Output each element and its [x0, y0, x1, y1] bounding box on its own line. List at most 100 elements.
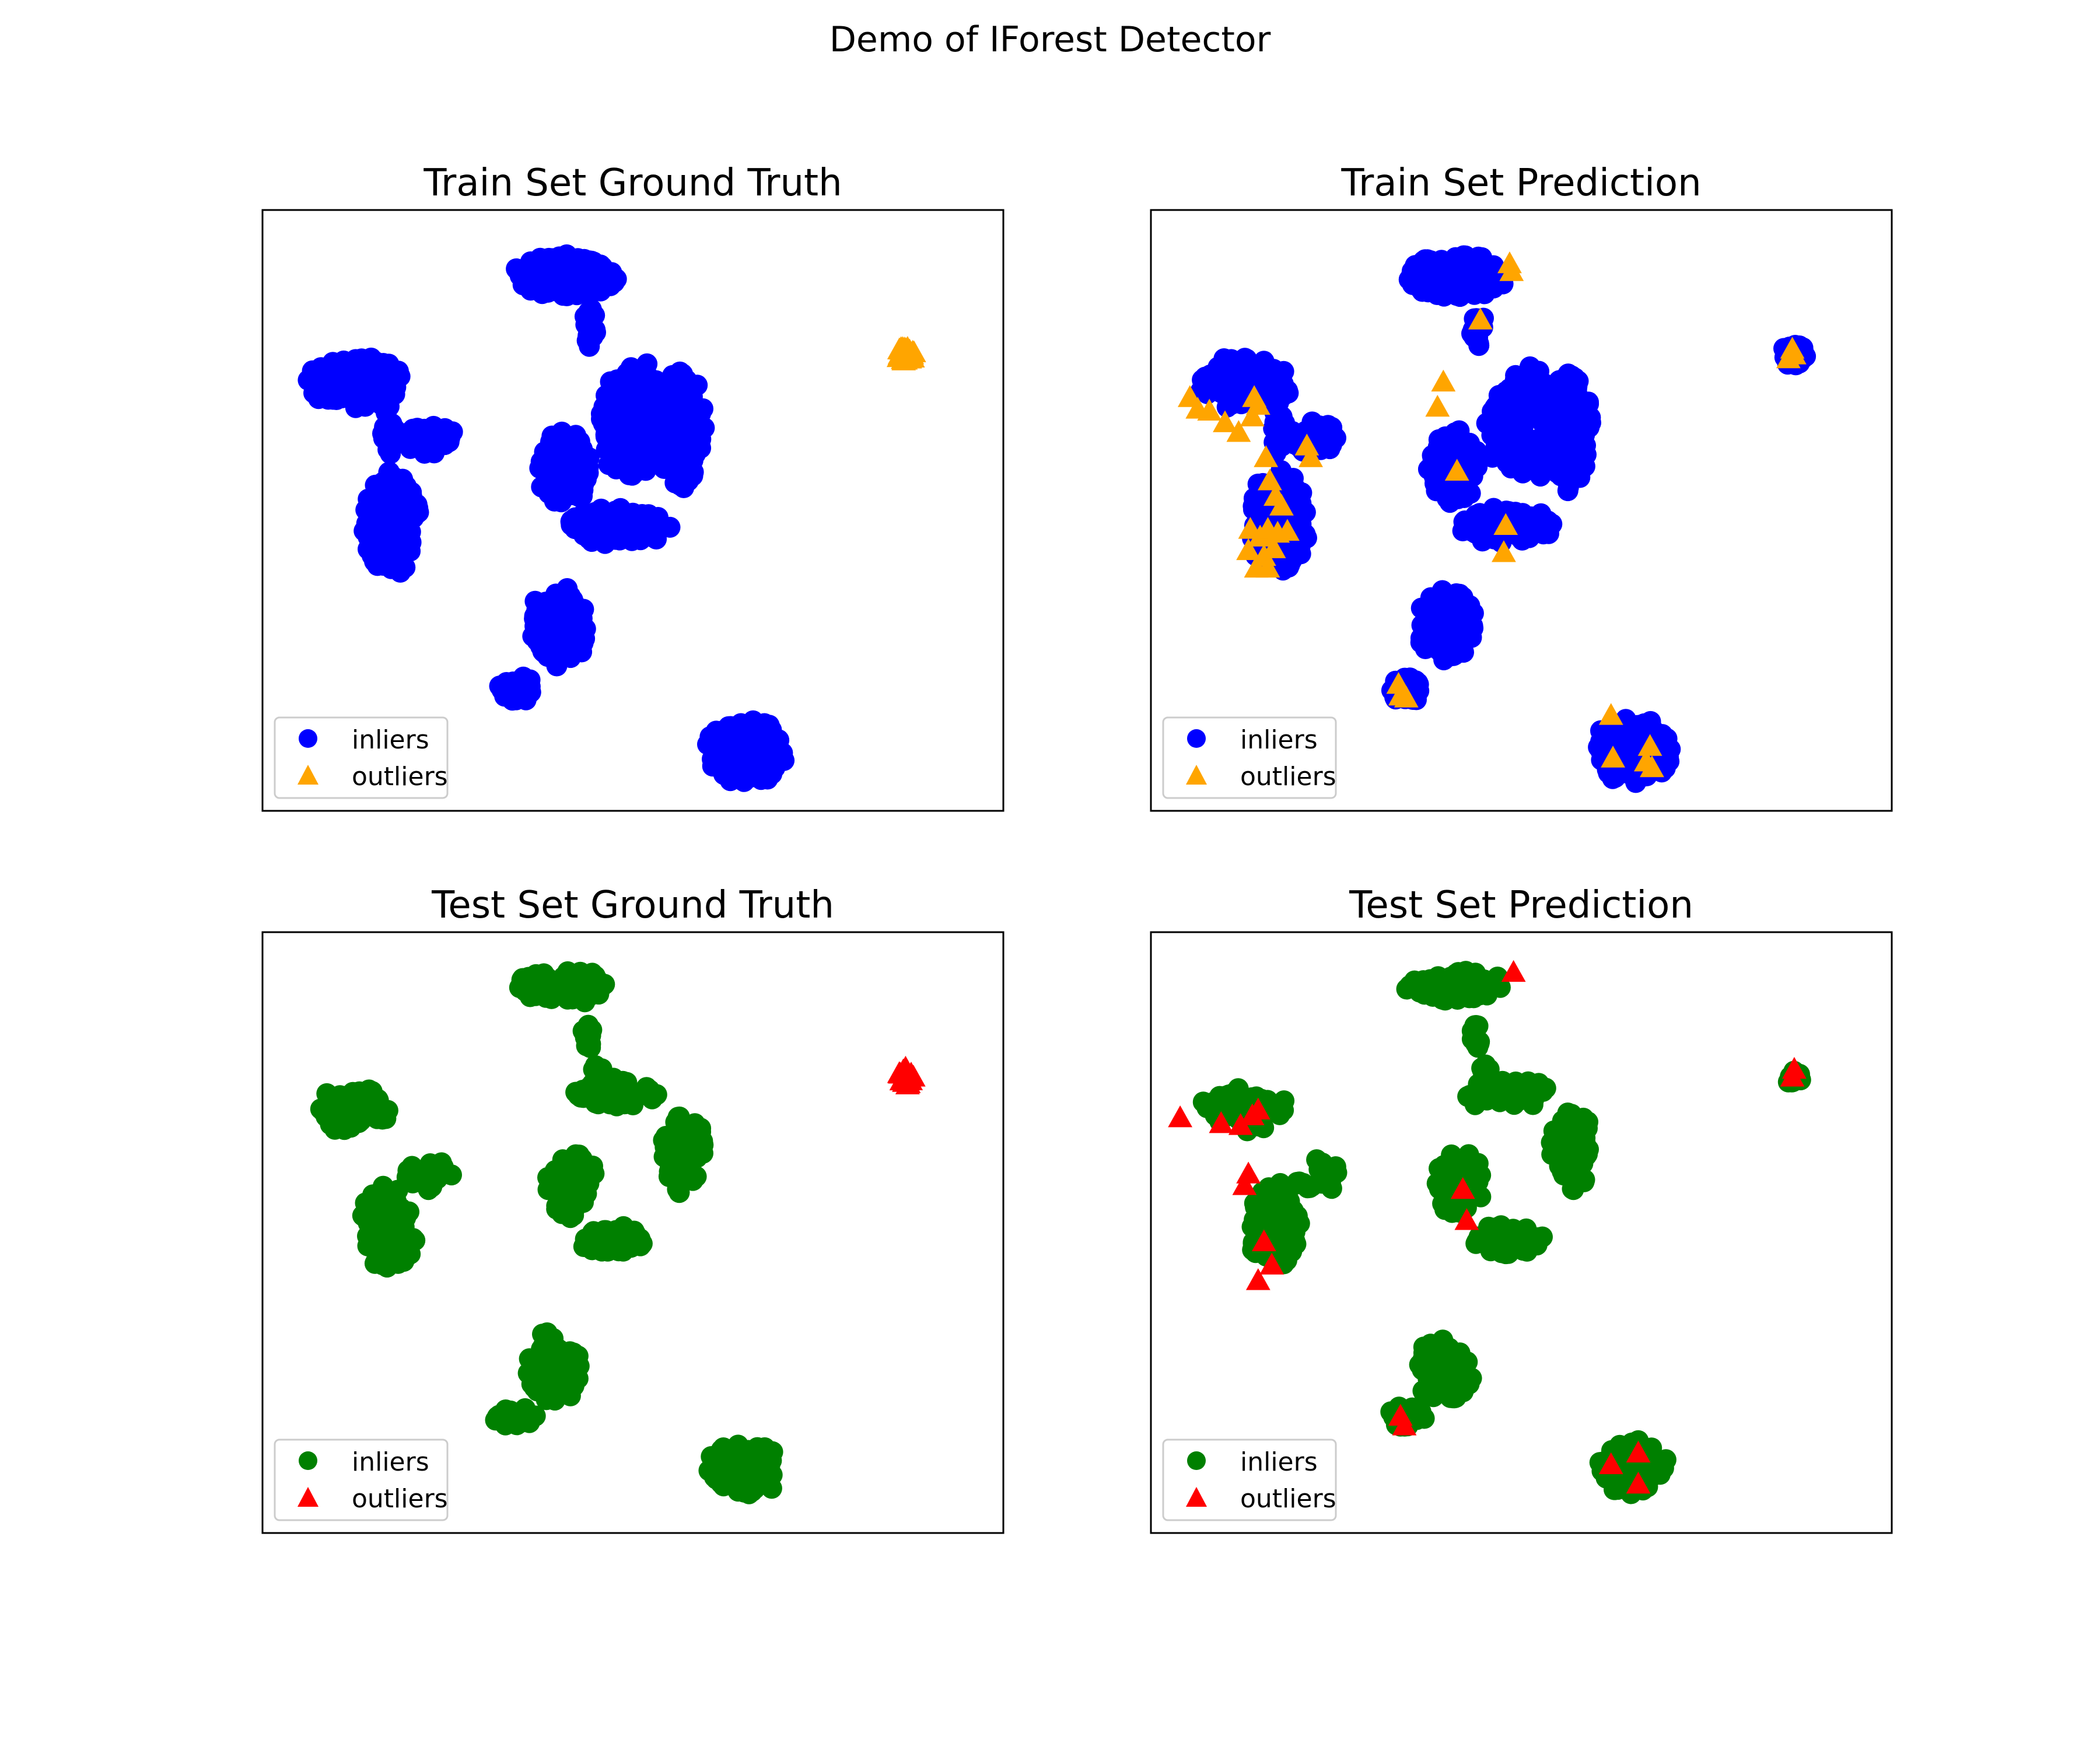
- inlier-point: [1214, 361, 1236, 382]
- inlier-point: [345, 355, 367, 377]
- inlier-point: [1461, 1367, 1482, 1389]
- inlier-point: [1576, 1145, 1597, 1167]
- inlier-point: [584, 281, 606, 302]
- inlier-point: [1508, 1080, 1530, 1102]
- inlier-point: [625, 519, 647, 540]
- inlier-point: [1526, 512, 1548, 533]
- inlier-point: [684, 1144, 706, 1166]
- inlier-point: [567, 441, 589, 463]
- legend-outliers-label: outliers: [1240, 762, 1336, 792]
- inlier-point: [1553, 396, 1575, 417]
- inlier-point: [1436, 452, 1458, 473]
- inlier-point: [363, 1087, 384, 1108]
- inlier-point: [666, 1153, 688, 1175]
- inlier-point: [1561, 1104, 1583, 1125]
- inlier-point: [706, 1458, 728, 1479]
- legend-inliers-marker: [1187, 1451, 1206, 1470]
- inlier-point: [374, 1105, 396, 1126]
- inlier-point: [720, 717, 742, 738]
- legend-inliers-label: inliers: [352, 1447, 429, 1477]
- legend-inliers-label: inliers: [1240, 725, 1318, 755]
- inlier-point: [636, 1077, 657, 1098]
- subplot-title: Test Set Ground Truth: [431, 884, 834, 927]
- plot-area: [1177, 245, 1817, 793]
- inlier-point: [741, 1480, 763, 1502]
- inlier-point: [384, 1198, 405, 1219]
- inlier-point: [1573, 393, 1594, 414]
- inlier-point: [1462, 981, 1484, 1002]
- inlier-point: [618, 464, 640, 485]
- inlier-point: [1553, 376, 1574, 397]
- inlier-point: [1480, 1083, 1502, 1104]
- inlier-point: [1519, 371, 1541, 392]
- inlier-point: [646, 528, 667, 550]
- inlier-point: [1270, 376, 1292, 397]
- inlier-point: [682, 1170, 704, 1191]
- inlier-point: [1474, 282, 1496, 303]
- inlier-point: [1469, 503, 1490, 524]
- inlier-point: [502, 690, 523, 711]
- inlier-point: [658, 384, 680, 406]
- legend-outliers-label: outliers: [352, 762, 448, 792]
- inlier-point: [1413, 622, 1435, 644]
- inlier-point: [624, 391, 645, 412]
- inlier-point: [620, 418, 642, 439]
- inlier-point: [1424, 1347, 1446, 1368]
- outlier-point: [1425, 394, 1450, 417]
- inlier-point: [669, 474, 691, 496]
- inlier-point: [1455, 613, 1477, 634]
- inlier-point: [1485, 435, 1507, 456]
- inlier-point: [363, 488, 384, 509]
- inlier-point: [575, 1027, 596, 1048]
- inlier-point: [554, 1382, 575, 1404]
- inlier-point: [677, 404, 699, 425]
- inlier-point: [1443, 1387, 1464, 1409]
- inlier-point: [1653, 1457, 1674, 1479]
- inlier-point: [1524, 454, 1546, 475]
- inlier-point: [393, 1220, 414, 1241]
- inlier-point: [667, 368, 688, 390]
- inlier-point: [384, 1248, 406, 1269]
- inlier-point: [1253, 374, 1275, 396]
- inlier-point: [622, 371, 643, 393]
- inlier-point: [1239, 356, 1261, 378]
- inlier-point: [1500, 401, 1521, 423]
- inlier-point: [659, 516, 681, 538]
- inlier-point: [542, 1164, 564, 1186]
- inlier-point: [1556, 1146, 1577, 1167]
- legend-inliers-label: inliers: [1240, 1447, 1318, 1477]
- inlier-point: [682, 461, 704, 483]
- legend-inliers-label: inliers: [352, 725, 429, 755]
- subplot-title: Test Set Prediction: [1349, 884, 1693, 927]
- inlier-point: [747, 724, 768, 746]
- inlier-point: [355, 1192, 376, 1214]
- inlier-point: [687, 374, 708, 396]
- legend-outliers-marker: [298, 765, 318, 785]
- subplot-title: Train Set Prediction: [1340, 162, 1701, 205]
- inlier-point: [537, 636, 558, 657]
- inlier-point: [1426, 271, 1448, 293]
- inlier-point: [1285, 1233, 1307, 1255]
- inlier-point: [574, 628, 596, 649]
- inlier-point: [1466, 1231, 1488, 1252]
- legend: inliers outliers: [274, 716, 449, 799]
- inlier-point: [538, 467, 560, 488]
- inlier-point: [621, 1092, 642, 1114]
- inlier-point: [1505, 452, 1527, 474]
- inlier-point: [536, 255, 558, 276]
- inlier-point: [638, 366, 659, 387]
- inlier-point: [537, 1328, 558, 1349]
- inlier-point: [410, 428, 431, 449]
- inlier-point: [753, 753, 775, 775]
- inlier-point: [1460, 1084, 1480, 1106]
- inlier-point: [572, 485, 593, 507]
- inlier-point: [1630, 714, 1652, 736]
- panel-test-prediction: Test Set Prediction inliers outliers: [1150, 884, 1893, 1534]
- inlier-point: [385, 376, 407, 398]
- inlier-point: [1565, 455, 1587, 477]
- inlier-point: [623, 437, 644, 459]
- inlier-point: [531, 611, 552, 632]
- plot-area: [310, 961, 926, 1504]
- legend-box: [274, 716, 449, 799]
- inlier-point: [520, 251, 541, 272]
